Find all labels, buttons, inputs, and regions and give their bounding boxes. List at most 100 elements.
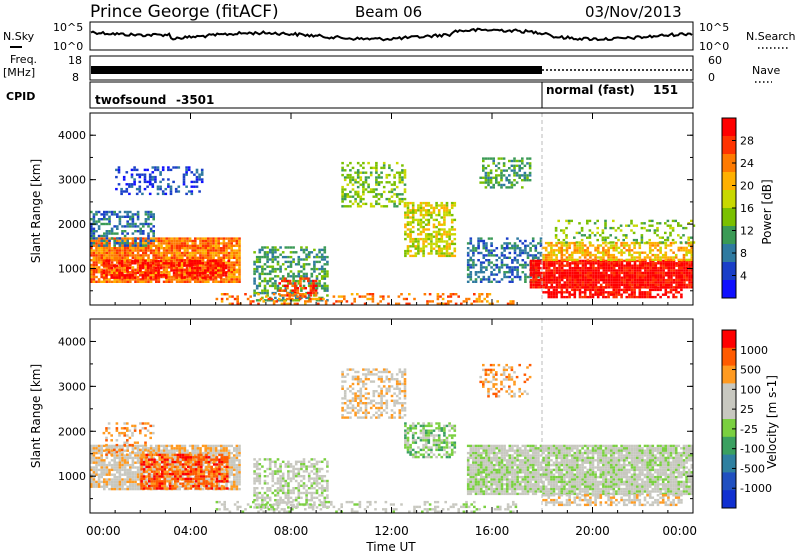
scatter-cell xyxy=(147,239,150,243)
scatter-cell xyxy=(654,281,658,284)
scatter-cell xyxy=(484,167,488,170)
scatter-cell xyxy=(235,249,239,252)
scatter-cell xyxy=(317,297,320,301)
scatter-cell xyxy=(182,180,186,184)
scatter-cell xyxy=(524,266,527,269)
scatter-cell xyxy=(469,266,473,269)
scatter-cell xyxy=(419,247,423,250)
scatter-cell xyxy=(563,258,566,262)
scatter-cell xyxy=(199,242,202,245)
scatter-cell xyxy=(311,297,315,301)
scatter-cell xyxy=(537,281,541,284)
scatter-cell xyxy=(108,237,111,240)
scatter-cell xyxy=(126,475,129,479)
scatter-cell xyxy=(545,274,548,277)
scatter-cell xyxy=(191,276,194,279)
scatter-cell xyxy=(233,278,236,281)
scatter-cell xyxy=(508,266,512,269)
scatter-cell xyxy=(467,297,471,301)
scatter-cell xyxy=(448,237,451,241)
scatter-cell xyxy=(422,245,425,248)
scatter-cell xyxy=(432,235,436,238)
scatter-cell xyxy=(90,232,93,235)
scatter-cell xyxy=(367,183,370,186)
scatter-cell xyxy=(558,283,561,287)
scatter-cell xyxy=(113,485,116,488)
scatter-cell xyxy=(226,293,229,296)
scatter-cell xyxy=(157,262,160,265)
scatter-cell xyxy=(266,272,269,276)
scatter-cell xyxy=(354,200,357,203)
scatter-cell xyxy=(209,249,213,252)
scatter-cell xyxy=(180,274,184,277)
scatter-cell xyxy=(401,197,404,201)
scatter-cell xyxy=(625,266,629,270)
scatter-cell xyxy=(602,288,605,292)
scatter-cell xyxy=(97,447,101,450)
scatter-cell xyxy=(152,237,155,240)
scatter-cell xyxy=(649,274,652,277)
scatter-cell xyxy=(487,164,490,167)
scatter-cell xyxy=(449,300,453,303)
scatter-cell xyxy=(667,244,670,247)
scatter-cell xyxy=(529,281,533,284)
scatter-cell xyxy=(670,281,673,284)
scatter-cell xyxy=(165,242,168,245)
scatter-cell xyxy=(178,278,181,281)
scatter-cell xyxy=(233,239,236,243)
scatter-cell xyxy=(154,276,158,279)
scatter-cell xyxy=(131,249,135,252)
scatter-cell xyxy=(118,242,122,245)
scatter-cell xyxy=(300,248,303,252)
scatter-cell xyxy=(356,181,360,184)
scatter-cell xyxy=(625,291,629,294)
scatter-cell xyxy=(449,295,453,298)
scatter-cell xyxy=(583,249,587,252)
scatter-cell xyxy=(118,483,122,486)
scatter-cell xyxy=(500,254,504,257)
scatter-cell xyxy=(309,291,313,295)
scatter-cell xyxy=(513,256,517,259)
scatter-cell xyxy=(430,216,433,219)
scatter-cell xyxy=(605,283,608,287)
scatter-cell xyxy=(443,252,446,255)
scatter-cell xyxy=(165,256,168,259)
scatter-cell xyxy=(648,291,652,294)
scatter-cell xyxy=(375,193,378,196)
scatter-cell xyxy=(126,456,129,460)
scatter-cell xyxy=(672,256,675,259)
scatter-cell xyxy=(447,300,450,303)
scatter-cell xyxy=(160,271,163,274)
scatter-cell xyxy=(116,227,119,230)
scatter-cell xyxy=(157,249,161,252)
scatter-cell xyxy=(492,273,496,276)
scatter-cell xyxy=(128,276,132,279)
colorbar-tick-label: 28 xyxy=(740,135,754,148)
scatter-cell xyxy=(136,278,140,281)
scatter-cell xyxy=(183,254,187,257)
scatter-cell xyxy=(466,266,470,269)
scatter-cell xyxy=(173,447,176,450)
scatter-cell xyxy=(118,459,122,462)
scatter-cell xyxy=(602,246,605,250)
scatter-cell xyxy=(141,192,144,196)
scatter-cell xyxy=(142,447,145,450)
scatter-cell xyxy=(121,487,124,491)
scatter-cell xyxy=(323,248,327,252)
scatter-cell xyxy=(597,281,600,284)
scatter-cell xyxy=(628,262,632,265)
scatter-cell xyxy=(497,167,501,170)
scatter-cell xyxy=(110,463,114,467)
scatter-cell xyxy=(97,485,101,488)
scatter-cell xyxy=(136,249,140,252)
scatter-cell xyxy=(147,461,150,464)
scatter-cell xyxy=(437,233,441,236)
scatter-cell xyxy=(206,266,210,270)
scatter-cell xyxy=(194,237,197,240)
scatter-cell xyxy=(97,254,101,257)
scatter-cell xyxy=(268,272,272,276)
scatter-cell xyxy=(547,291,551,294)
scatter-cell xyxy=(662,274,665,277)
scatter-cell xyxy=(100,222,103,226)
scatter-cell xyxy=(443,218,446,222)
